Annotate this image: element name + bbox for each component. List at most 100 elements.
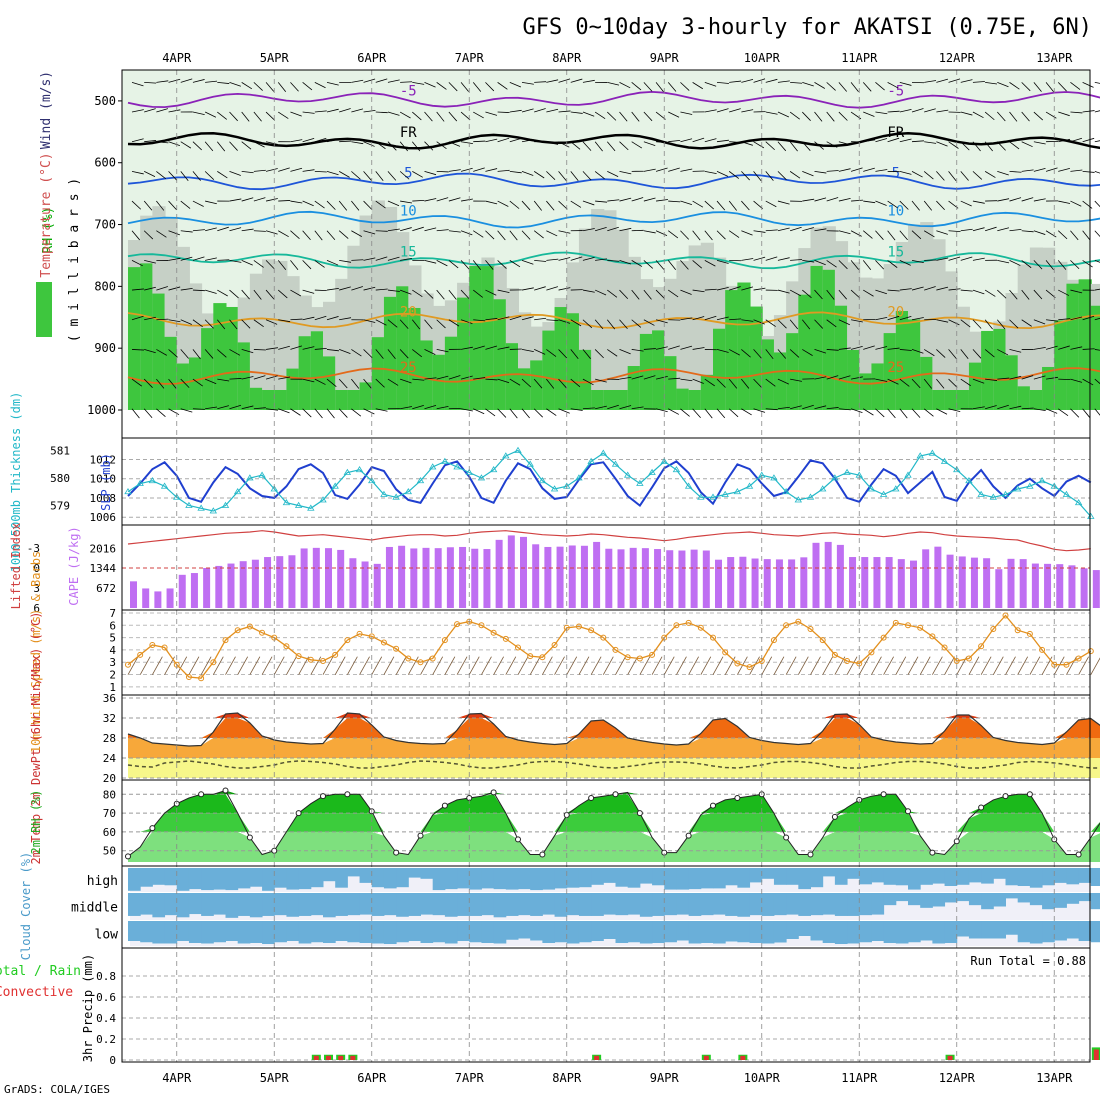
series-line-dewpt: [127, 760, 1100, 769]
wind-barb: [205, 406, 218, 410]
cloud-bar-high: [420, 868, 434, 879]
wind-marker: [722, 649, 729, 656]
wind-barb: [960, 319, 971, 328]
wind-barb: [850, 230, 862, 237]
wind-barb: [1021, 375, 1034, 380]
wind-marker: [283, 643, 290, 650]
cloud-bar-high: [968, 868, 982, 883]
wind-barb: [668, 289, 679, 298]
wind-barb: [911, 349, 924, 354]
wind-barb: [802, 81, 814, 87]
wind-barb: [1009, 228, 1022, 232]
cloud-bar-low: [810, 921, 824, 941]
rh-column-green: [347, 390, 361, 410]
wind-barb: [1045, 167, 1058, 172]
wind-barb: [655, 82, 664, 92]
rh-column-green: [859, 373, 873, 410]
wind-barb: [156, 286, 168, 291]
wind-barb: [802, 111, 811, 121]
tick-label-pressure: 700: [94, 218, 116, 232]
cloud-bar-low: [262, 921, 275, 944]
wind-barb: [936, 141, 948, 147]
wind-barb-10m: [578, 656, 590, 675]
wind-barb-10m: [383, 656, 395, 675]
wind-barb: [850, 319, 863, 323]
wind-barb: [168, 349, 178, 358]
wind-barb: [1009, 111, 1018, 122]
wind-barb: [936, 349, 946, 358]
wind-barb: [984, 111, 995, 121]
wind-barb: [1009, 319, 1019, 329]
wind-marker: [539, 654, 546, 661]
wind-barb: [997, 260, 1010, 264]
cloud-bar-low: [1042, 921, 1055, 943]
wind-barb: [789, 289, 801, 297]
wind-barb: [911, 108, 924, 113]
cape-bar: [1007, 558, 1015, 608]
wind-barb-10m: [322, 656, 334, 675]
wind-marker: [1075, 655, 1082, 662]
wind-barb: [460, 167, 473, 172]
wind-barb: [1082, 200, 1093, 209]
cloud-bar-middle: [883, 893, 897, 906]
wind-barb: [400, 200, 413, 204]
wind-barb-10m: [980, 656, 992, 675]
cape-bar: [190, 573, 198, 608]
rh-marker: [441, 802, 448, 809]
cloud-bar-high: [286, 868, 300, 890]
wind-marker: [429, 655, 436, 662]
wind-barb: [960, 141, 970, 151]
wind-barb: [290, 230, 300, 239]
wind-barb: [1070, 111, 1083, 114]
wind-barb: [1058, 289, 1070, 296]
wind-barb: [838, 230, 851, 235]
wind-barb: [923, 200, 933, 211]
wind-barb: [314, 200, 325, 209]
footer-credit: GrADS: COLA/IGES: [4, 1083, 110, 1096]
cloud-category-label: low: [95, 928, 119, 943]
wind-marker: [515, 644, 521, 651]
wind-barb: [229, 198, 242, 202]
cape-bar: [593, 541, 601, 608]
wind-barb: [375, 256, 388, 261]
cloud-bar-high: [664, 868, 677, 890]
wind-barb: [534, 260, 547, 262]
wind-barb: [972, 378, 985, 384]
cloud-bar-low: [871, 921, 885, 941]
wind-barb: [863, 111, 875, 117]
rh-column-green: [457, 297, 471, 410]
wind-barb: [400, 81, 413, 83]
wind-barb: [826, 82, 836, 91]
cape-bar: [666, 550, 674, 608]
wind-barb: [948, 349, 957, 359]
rh-column-green: [128, 267, 142, 410]
cloud-bar-high: [298, 868, 312, 890]
wind-barb: [217, 378, 230, 382]
wind-barb: [265, 319, 278, 325]
tick-label-li: -3: [27, 542, 40, 555]
cloud-bar-high: [834, 868, 848, 885]
wind-barb: [558, 408, 570, 414]
wind-barb: [595, 378, 607, 383]
cloud-bar-middle: [1054, 893, 1067, 908]
wind-barb-10m: [651, 656, 663, 675]
wind-barb: [290, 345, 303, 350]
wind-barb: [777, 289, 790, 294]
cloud-bar-low: [664, 921, 677, 943]
rh-column-green: [188, 357, 203, 410]
wind-barb: [485, 230, 495, 240]
cloud-bar-high: [128, 868, 141, 891]
rh-marker: [125, 853, 131, 860]
wind-barb: [668, 377, 681, 380]
wind-marker: [624, 654, 631, 661]
wind-barb: [497, 378, 510, 384]
rh-marker: [1026, 791, 1033, 798]
rh-column-green: [383, 296, 398, 410]
wind-barb: [448, 289, 457, 300]
wind-barb: [485, 408, 496, 417]
wind-barb: [241, 260, 253, 266]
wind-barb: [265, 82, 275, 92]
isotherm-20: [127, 311, 1100, 330]
wind-marker: [685, 619, 692, 626]
cloud-bar-high: [920, 868, 933, 885]
